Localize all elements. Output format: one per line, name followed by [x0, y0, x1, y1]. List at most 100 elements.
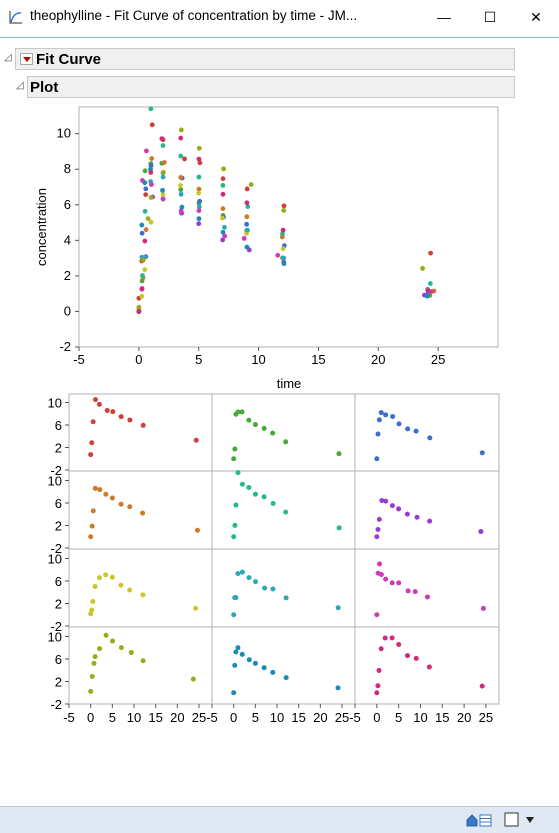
- panel-data-point: [140, 510, 146, 516]
- panel-data-point: [109, 574, 115, 580]
- panel-data-point: [382, 635, 388, 641]
- panel-data-point: [374, 456, 380, 462]
- data-point: [196, 186, 202, 192]
- panel-data-point: [253, 579, 259, 585]
- data-point: [179, 204, 185, 210]
- panel-y-tick-label: 10: [48, 629, 62, 644]
- fit-curve-app-icon: [9, 11, 22, 24]
- data-point: [159, 136, 165, 142]
- panel-y-tick-label: 2: [55, 674, 62, 689]
- panel-data-point: [246, 575, 252, 581]
- data-point: [142, 238, 148, 244]
- panel-data-point: [88, 611, 94, 617]
- data-point: [280, 227, 286, 233]
- panel-data-point: [404, 653, 410, 659]
- panel-data-point: [96, 401, 102, 407]
- y-axis-label: concentration: [34, 188, 49, 266]
- window-titlebar: theophylline - Fit Curve of concentratio…: [0, 0, 559, 35]
- panel-data-point: [480, 605, 486, 611]
- panel-y-tick-label: -2: [50, 541, 62, 556]
- close-button[interactable]: ✕: [513, 0, 559, 34]
- maximize-button[interactable]: ☐: [467, 0, 513, 34]
- data-point: [139, 230, 145, 236]
- panel-data-point: [110, 638, 116, 644]
- data-point: [244, 186, 250, 192]
- data-point: [220, 176, 226, 182]
- data-point: [178, 187, 184, 193]
- data-point: [140, 257, 146, 263]
- data-point: [196, 208, 202, 214]
- data-point: [425, 288, 431, 294]
- panel-data-point: [246, 657, 252, 663]
- status-bar: [0, 806, 559, 833]
- data-point: [160, 169, 166, 175]
- panel-data-point: [413, 655, 419, 661]
- panel-data-point: [412, 589, 418, 595]
- data-point: [245, 204, 251, 209]
- data-point: [420, 266, 425, 271]
- panel-y-tick-label: 10: [48, 473, 62, 488]
- panel-data-point: [140, 658, 146, 664]
- data-point: [197, 198, 203, 204]
- data-point: [148, 219, 154, 225]
- panel-data-point: [231, 456, 237, 462]
- data-point: [143, 186, 149, 192]
- data-point: [220, 206, 226, 212]
- panel-data-point: [479, 683, 485, 689]
- panel-data-point: [235, 409, 241, 415]
- panel-data-point: [378, 646, 384, 652]
- panel-data-point: [383, 498, 389, 504]
- data-point: [142, 208, 148, 214]
- panel-data-point: [283, 509, 289, 515]
- panel-data-point: [426, 664, 432, 670]
- data-point: [148, 170, 154, 175]
- panel-x-tick-label: 15: [435, 710, 449, 725]
- home-icon[interactable]: [465, 812, 495, 828]
- panel-x-tick-label: 10: [413, 710, 427, 725]
- panel-data-point: [283, 439, 289, 445]
- y-tick-label: 8: [64, 161, 71, 176]
- panel-data-point: [104, 407, 110, 413]
- data-point: [182, 156, 187, 162]
- panel-y-tick-label: 2: [55, 596, 62, 611]
- panel-data-point: [374, 612, 380, 618]
- panel-x-tick-label: 5: [252, 710, 259, 725]
- minimize-button[interactable]: —: [421, 0, 467, 34]
- data-point: [148, 163, 154, 169]
- data-point: [220, 229, 226, 235]
- panel-data-point: [91, 660, 97, 666]
- data-point: [143, 192, 149, 198]
- fit-curve-outline-header[interactable]: Fit Curve: [15, 48, 515, 70]
- panel-data-point: [261, 665, 267, 671]
- data-point: [160, 192, 166, 197]
- y-tick-label: 10: [57, 126, 71, 141]
- y-tick-label: 6: [64, 197, 71, 212]
- panel-data-point: [270, 501, 276, 507]
- panel-data-point: [389, 580, 395, 586]
- panel-data-point: [118, 501, 124, 507]
- panel-x-tick-label: -5: [63, 710, 75, 725]
- panel-data-point: [390, 414, 396, 420]
- panel-data-point: [231, 690, 237, 696]
- data-point: [244, 244, 250, 250]
- panel-data-point: [233, 595, 239, 601]
- panel-data-point: [376, 667, 382, 673]
- data-point: [143, 227, 149, 233]
- panel-data-point: [97, 487, 103, 493]
- fit-curve-disclosure-icon[interactable]: ◿: [4, 52, 12, 63]
- panel-data-point: [140, 592, 146, 598]
- panel-data-point: [103, 572, 109, 578]
- panel-data-point: [231, 612, 237, 618]
- plot-outline-header[interactable]: Plot: [27, 76, 515, 98]
- data-point: [196, 204, 202, 210]
- data-point: [245, 227, 250, 233]
- data-point: [178, 183, 183, 188]
- panel-data-point: [127, 587, 133, 593]
- plot-disclosure-icon[interactable]: ◿: [16, 80, 24, 91]
- red-triangle-menu-icon[interactable]: [20, 53, 33, 65]
- data-point: [149, 182, 154, 187]
- x-tick-label: 25: [431, 352, 445, 367]
- checkbox-dropdown-icon[interactable]: [504, 812, 540, 828]
- panel-data-point: [252, 660, 258, 666]
- data-point: [220, 191, 226, 197]
